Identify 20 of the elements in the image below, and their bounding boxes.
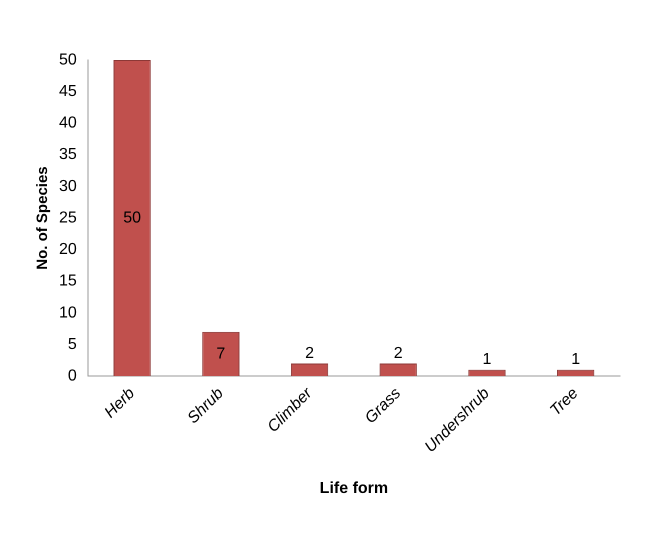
y-tick-label: 10: [59, 304, 77, 322]
y-tick-label: 45: [59, 83, 77, 100]
data-label: 7: [216, 345, 226, 362]
y-tick-label: 35: [59, 146, 77, 164]
data-label: 50: [123, 209, 142, 226]
y-tick-label: 20: [59, 241, 77, 258]
data-label: 1: [571, 351, 580, 368]
y-tick-label: 30: [59, 178, 77, 195]
y-tick-label: 15: [59, 272, 77, 290]
y-tick-label: 50: [59, 51, 77, 68]
y-axis-title: No. of Species: [34, 166, 52, 270]
y-tick-label: 0: [68, 368, 77, 385]
x-tick-label: Tree: [547, 384, 582, 420]
data-label: 1: [482, 351, 492, 368]
data-label: 2: [394, 344, 403, 362]
data-label: 2: [305, 344, 314, 362]
y-tick-label: 5: [68, 336, 77, 353]
y-tick-label: 25: [59, 209, 77, 226]
y-tick-label: 40: [59, 114, 77, 132]
x-axis-title: Life form: [320, 480, 388, 497]
